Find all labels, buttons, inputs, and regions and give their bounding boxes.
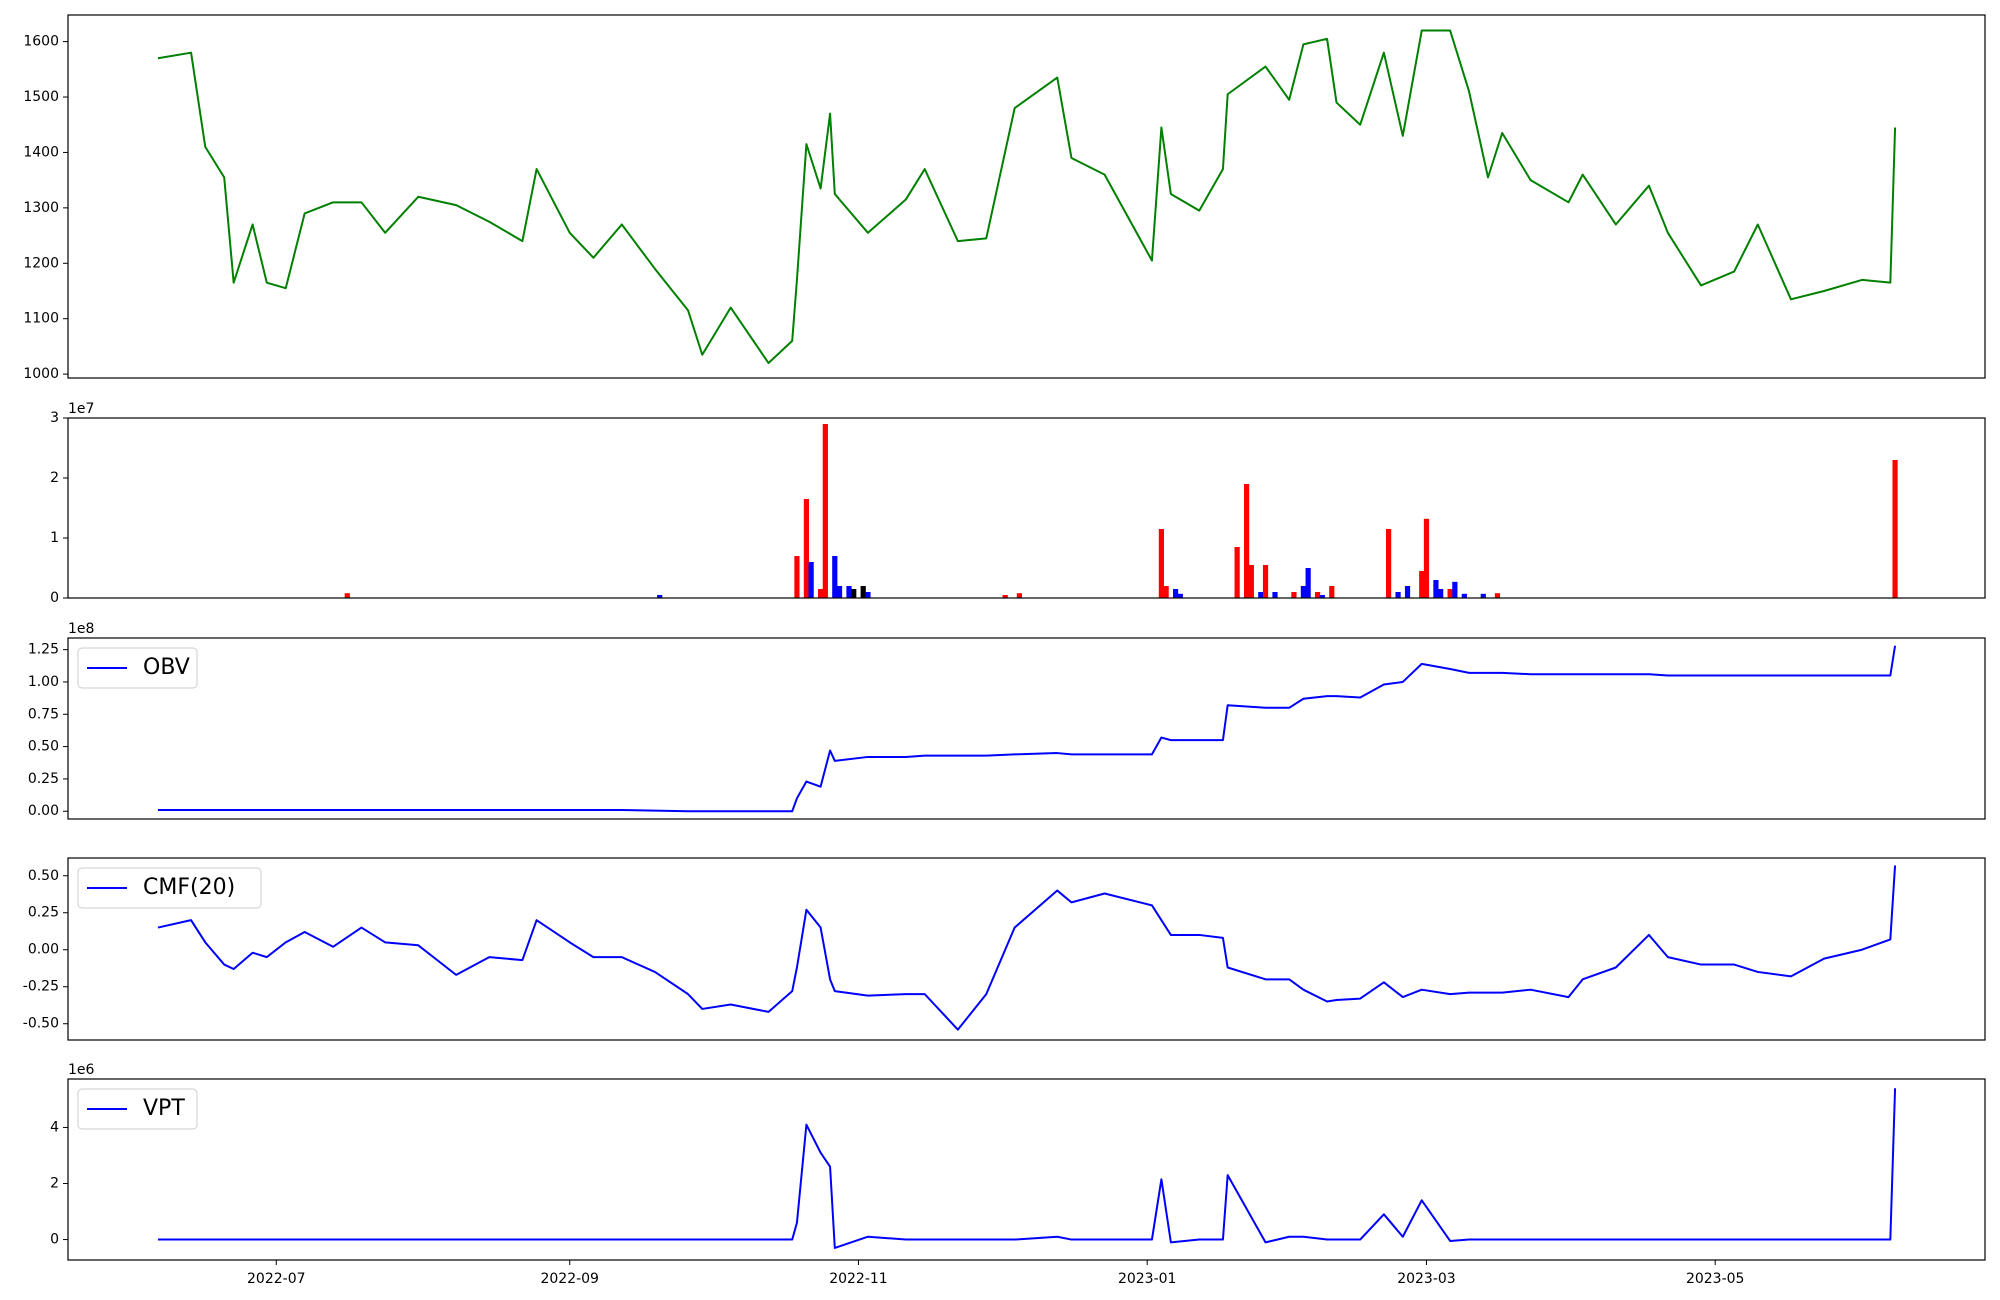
bar: [1016, 593, 1022, 598]
bar: [1480, 593, 1486, 598]
y-tick-label: 4: [50, 1119, 59, 1135]
data-line: [157, 865, 1897, 1031]
y-tick-label: -0.25: [23, 979, 59, 995]
bar: [860, 586, 866, 598]
legend-box: [77, 647, 198, 689]
bar: [832, 556, 838, 598]
bar: [794, 556, 800, 598]
axes-frame: [67, 417, 1986, 599]
bar: [1461, 593, 1467, 598]
bar: [1395, 592, 1401, 598]
bar: [865, 592, 871, 598]
bar: [1494, 593, 1501, 598]
bar: [1433, 580, 1439, 598]
y-tick-label: 2: [50, 470, 59, 486]
legend-box: [77, 1088, 198, 1130]
y-tick-label: 1.00: [28, 674, 59, 690]
bar: [1158, 529, 1164, 598]
x-tick-label: 2023-05: [1686, 1271, 1745, 1287]
y-tick-label: 2: [50, 1176, 59, 1192]
axis-offset-label: 1e8: [68, 621, 94, 637]
axes-frame: [67, 14, 1986, 379]
bar: [1234, 547, 1240, 598]
bar: [1419, 571, 1425, 598]
bar: [657, 595, 663, 598]
y-tick-label: 1100: [23, 311, 59, 327]
bar: [1452, 581, 1458, 598]
y-tick-label: 0.75: [28, 706, 59, 722]
axis-offset-label: 1e6: [68, 1062, 95, 1078]
bar: [1404, 586, 1411, 598]
bar: [1892, 460, 1898, 598]
bar: [1272, 592, 1278, 598]
bar: [1315, 592, 1321, 598]
bar: [1423, 518, 1430, 598]
data-line: [157, 645, 1897, 813]
bar: [1244, 484, 1250, 598]
bar: [1386, 529, 1392, 598]
axis-offset-label: 1e7: [68, 401, 94, 417]
bar: [1177, 593, 1183, 598]
y-tick-label: 0.50: [28, 868, 59, 884]
bar: [822, 424, 828, 598]
bar: [1262, 565, 1269, 598]
bar: [1173, 589, 1179, 598]
axes-frame: [67, 1078, 1986, 1261]
y-tick-label: 1300: [23, 200, 59, 216]
y-tick-label: -0.50: [23, 1016, 59, 1032]
y-tick-label: 1200: [23, 255, 59, 271]
data-line: [157, 1088, 1897, 1249]
axes-frame: [67, 857, 1986, 1041]
bar: [808, 562, 814, 598]
y-tick-label: 0.00: [28, 803, 59, 819]
x-tick-label: 2023-01: [1118, 1271, 1177, 1287]
bar: [1002, 595, 1008, 598]
x-tick-label: 2022-07: [247, 1271, 306, 1287]
y-tick-label: 0.25: [28, 771, 59, 787]
bar: [1305, 568, 1311, 598]
axes-frame: [67, 637, 1986, 820]
x-tick-label: 2022-09: [540, 1271, 599, 1287]
x-tick-label: 2023-03: [1397, 1271, 1456, 1287]
y-tick-label: 0.00: [28, 942, 59, 958]
y-tick-label: 1600: [23, 34, 59, 50]
bar: [1447, 589, 1453, 598]
y-tick-label: 0: [50, 590, 59, 606]
y-tick-label: 0: [50, 1232, 59, 1248]
y-tick-label: 3: [50, 410, 59, 426]
bar: [1258, 592, 1264, 598]
bar: [1300, 586, 1306, 598]
y-tick-label: 0.50: [28, 739, 59, 755]
y-tick-label: 0.25: [28, 905, 59, 921]
bar: [803, 499, 809, 598]
bar: [846, 586, 852, 598]
y-tick-label: 1.25: [28, 642, 59, 658]
bar: [818, 589, 824, 598]
bar: [1329, 586, 1335, 598]
bar: [1248, 565, 1254, 598]
legend-box: [77, 867, 262, 909]
bar: [1319, 595, 1325, 598]
x-tick-label: 2022-11: [829, 1271, 888, 1287]
legend-label: VPT: [143, 1096, 185, 1121]
bar: [1291, 592, 1297, 598]
data-line: [157, 29, 1897, 365]
y-tick-label: 1500: [23, 89, 59, 105]
bar: [1163, 586, 1169, 598]
y-tick-label: 1400: [23, 144, 59, 160]
bar: [1438, 589, 1444, 598]
bar: [836, 586, 843, 598]
legend-label: OBV: [143, 655, 190, 680]
bar: [344, 593, 350, 598]
legend-label: CMF(20): [143, 875, 235, 900]
y-tick-label: 1000: [23, 366, 59, 382]
bar: [851, 589, 857, 598]
y-tick-label: 1: [50, 530, 59, 546]
